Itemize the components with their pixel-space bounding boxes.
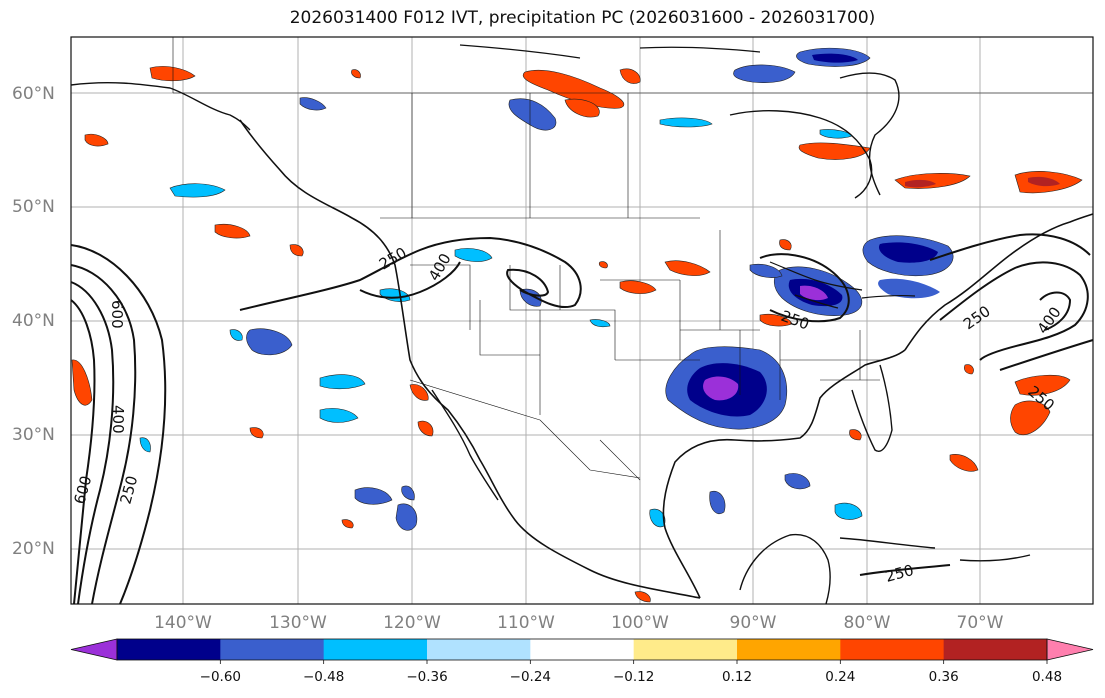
colorbar-tick-label: −0.12 (613, 669, 654, 685)
lon-label-100w: 100°W (611, 613, 669, 633)
lon-label-120w: 120°W (383, 613, 441, 633)
colorbar-tick-label: −0.36 (406, 669, 447, 685)
longitude-labels: 140°W 130°W 120°W 110°W 100°W 90°W 80°W … (154, 613, 1004, 633)
colorbar-segment (220, 639, 325, 660)
colorbar-extend-max (1046, 638, 1094, 661)
colorbar-extend-min (70, 638, 118, 661)
colorbar-segment (840, 639, 945, 660)
colorbar-tick-label: −0.24 (510, 669, 551, 685)
contour-label: 400 (109, 405, 127, 434)
colorbar-segment (530, 639, 635, 660)
lat-label-50n: 50°N (12, 197, 55, 217)
colorbar: −0.60 −0.48 −0.36 −0.24 −0.12 0.12 0.24 0.36 0.4… (70, 638, 1094, 685)
colorbar-tick-label: −0.60 (200, 669, 241, 685)
lon-label-140w: 140°W (154, 613, 212, 633)
map-borders (70, 37, 1094, 605)
lon-label-90w: 90°W (730, 613, 777, 633)
colorbar-tick-label: 0.36 (929, 669, 959, 685)
contour-label: 600 (108, 300, 126, 329)
lon-label-70w: 70°W (957, 613, 1004, 633)
map-frame (70, 36, 1094, 605)
lon-label-130w: 130°W (269, 613, 327, 633)
colorbar-segment (633, 639, 738, 660)
lat-label-40n: 40°N (12, 311, 55, 331)
colorbar-tick-label: −0.48 (303, 669, 344, 685)
colorbar-outline (116, 638, 1048, 661)
colorbar-segment (117, 639, 221, 660)
colorbar-tick-label: 0.48 (1032, 669, 1062, 685)
colorbar-tick-label: 0.12 (722, 669, 752, 685)
lat-label-60n: 60°N (12, 84, 55, 104)
colorbar-segment (737, 639, 841, 660)
colorbar-tick-label: 0.24 (825, 669, 855, 685)
lat-label-20n: 20°N (12, 539, 55, 559)
latitude-labels: 60°N 50°N 40°N 30°N 20°N (12, 84, 55, 559)
colorbar-segment (943, 639, 1048, 660)
colorbar-segment (323, 639, 428, 660)
colorbar-segment (427, 639, 531, 660)
lon-label-110w: 110°W (497, 613, 555, 633)
lat-label-30n: 30°N (12, 425, 55, 445)
lon-label-80w: 80°W (844, 613, 891, 633)
map-title: 2026031400 F012 IVT, precipitation PC (2… (289, 8, 876, 28)
ivt-contours (70, 233, 1094, 605)
